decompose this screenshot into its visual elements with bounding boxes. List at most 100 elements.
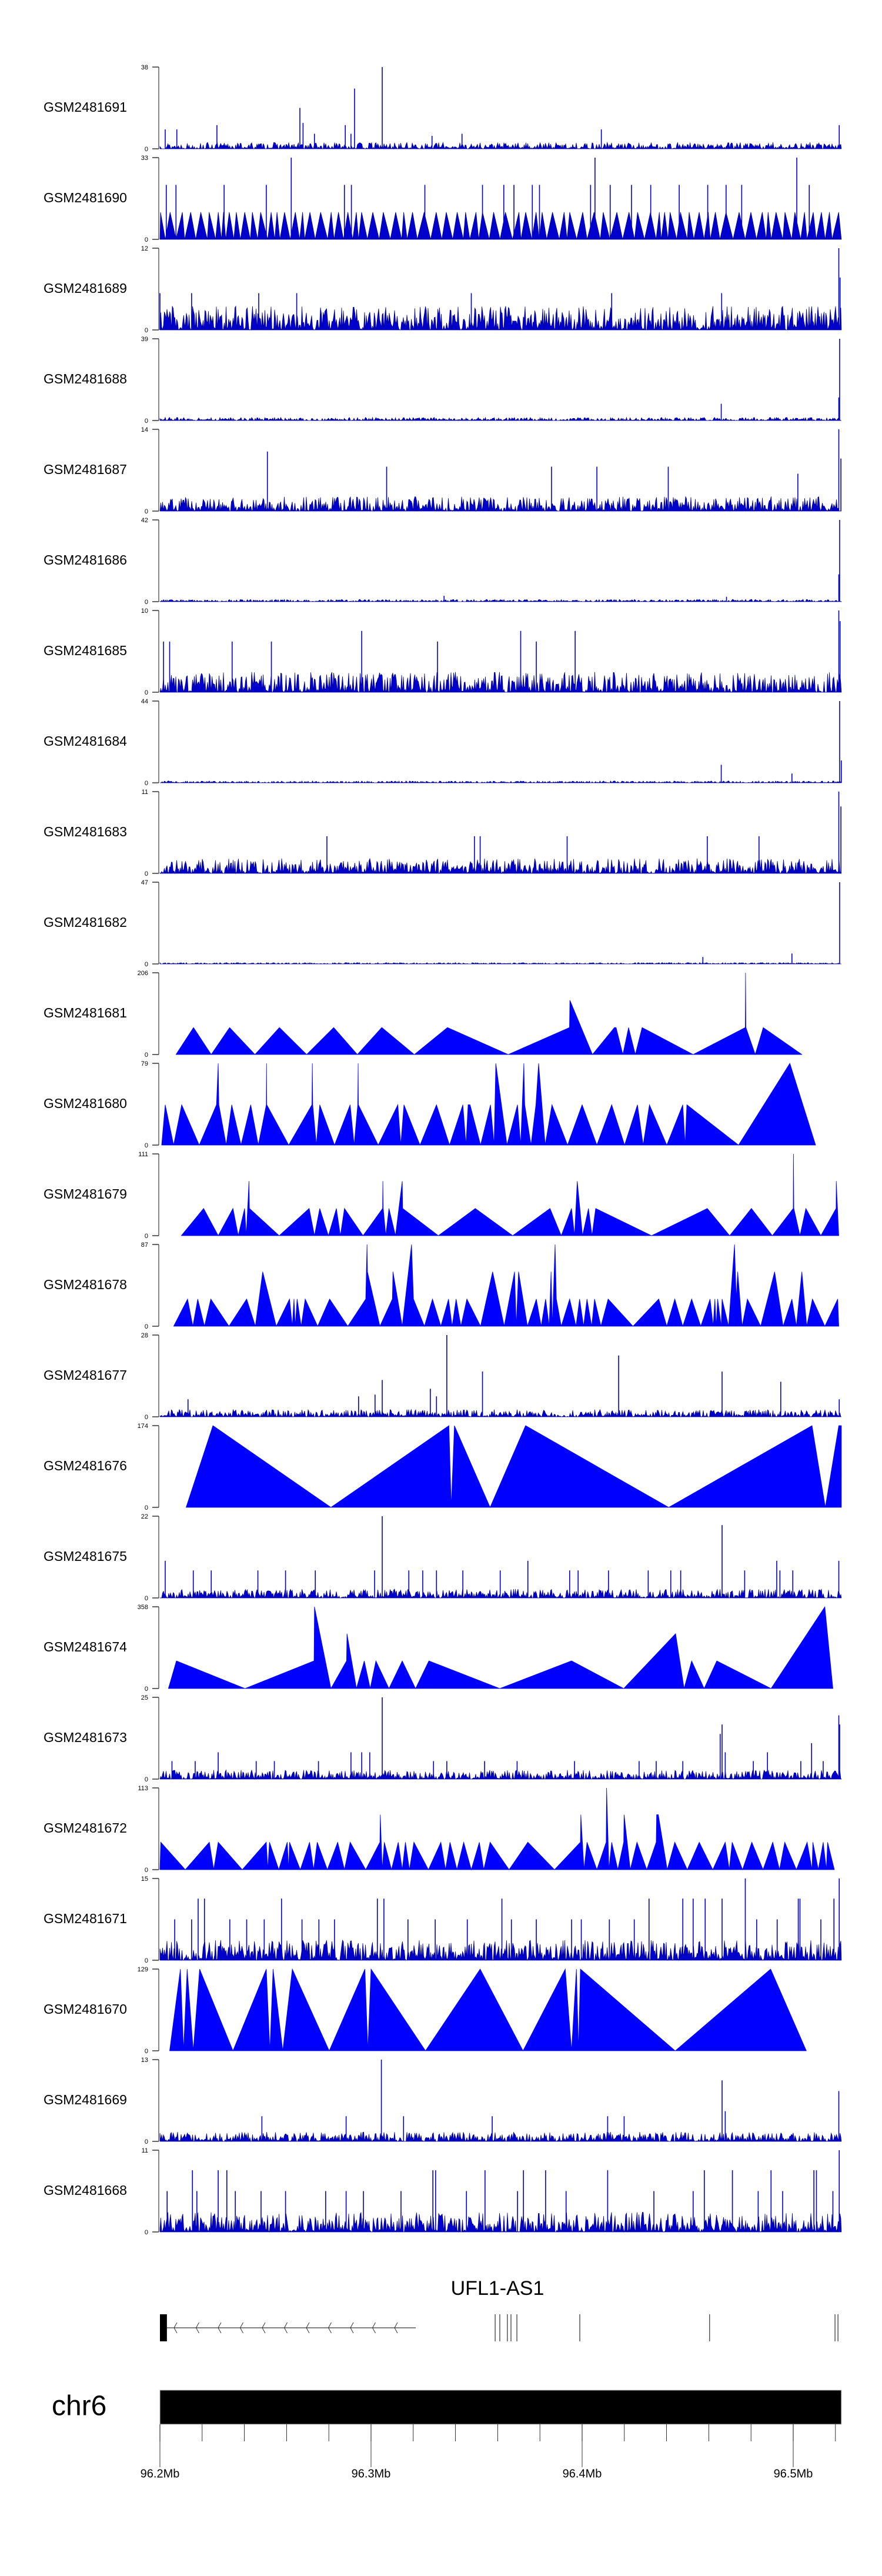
track-label: GSM2481668 [44,2183,127,2198]
track-label: GSM2481684 [44,733,127,749]
signal-area [161,1063,816,1146]
track-GSM2481683: GSM2481683 11 0 [44,789,842,877]
track-GSM2481680: GSM2481680 79 0 [44,1060,816,1149]
track-GSM2481672: GSM2481672 113 0 [44,1785,835,1874]
y-tick-label-max: 42 [141,517,148,524]
y-tick-label-zero: 0 [145,1595,148,1602]
gene-track: UFL1-AS1 [160,2277,838,2341]
y-tick-label-max: 33 [141,155,148,162]
signal-area [159,141,842,150]
signal-area [159,2211,842,2233]
track-label: GSM2481669 [44,2092,127,2107]
y-tick-label-max: 25 [141,1694,148,1701]
signal-area [159,416,841,422]
y-tick-label-zero: 0 [145,1686,148,1693]
track-GSM2481690: GSM2481690 33 0 [44,155,842,243]
track-label: GSM2481691 [44,99,127,115]
track-label: GSM2481689 [44,281,127,296]
track-GSM2481682: GSM2481682 47 0 [44,879,841,968]
track-label: GSM2481670 [44,2001,127,2017]
track-GSM2481685: GSM2481685 10 0 [44,608,842,696]
x-tick-label: 96.2Mb [141,2467,180,2480]
y-tick-label-max: 129 [138,1966,148,1973]
strand-arrow-icon [195,2322,199,2334]
chromosome-axis: chr6 96.2Mb 96.3Mb 96.4Mb 96.5Mb [52,2390,842,2480]
track-label: GSM2481690 [44,190,127,205]
track-GSM2481687: GSM2481687 14 0 [44,426,841,515]
signal-area [160,780,842,783]
y-tick-label-max: 206 [138,970,148,977]
track-GSM2481673: GSM2481673 25 0 [44,1694,842,1783]
x-tick-label: 96.3Mb [352,2467,391,2480]
track-GSM2481688: GSM2481688 39 0 [44,336,841,425]
y-tick-label-max: 10 [141,608,148,615]
y-tick-label-zero: 0 [145,418,148,425]
track-GSM2481691: GSM2481691 38 0 [44,64,842,153]
y-tick-label-max: 87 [141,1242,148,1249]
track-GSM2481677: GSM2481677 28 0 [44,1332,841,1421]
chromosome-label: chr6 [52,2391,106,2422]
signal-area [159,1939,842,1961]
strand-arrow-icon [372,2322,376,2334]
track-label: GSM2481682 [44,915,127,930]
strand-arrow-icon [306,2322,310,2334]
track-GSM2481668: GSM2481668 11 0 [44,2147,842,2236]
signal-area [159,1787,835,1871]
strand-arrow-icon [218,2322,222,2334]
signal-area [169,1968,807,2052]
track-label: GSM2481678 [44,1277,127,1292]
track-label: GSM2481675 [44,1549,127,1564]
y-tick-label-zero: 0 [145,1142,148,1149]
track-label: GSM2481673 [44,1730,127,1745]
y-tick-label-max: 174 [138,1423,148,1430]
track-GSM2481676: GSM2481676 174 0 [44,1423,842,1511]
track-GSM2481670: GSM2481670 129 0 [44,1966,807,2055]
track-label: GSM2481681 [44,1005,127,1020]
y-tick-label-max: 44 [141,698,148,705]
y-tick-label-zero: 0 [145,1323,148,1330]
track-GSM2481689: GSM2481689 12 0 [44,245,842,334]
strand-arrow-icon [239,2322,243,2334]
signal-area [175,972,803,1056]
y-tick-label-zero: 0 [145,236,148,243]
track-label: GSM2481679 [44,1186,127,1202]
y-tick-label-max: 39 [141,336,148,343]
y-tick-label-zero: 0 [145,327,148,334]
signal-area [185,1425,842,1509]
y-tick-label-max: 22 [141,1513,148,1520]
y-tick-label-zero: 0 [145,870,148,877]
signal-area [173,1244,839,1327]
y-tick-label-max: 111 [138,1151,148,1158]
y-tick-label-zero: 0 [145,2229,148,2236]
y-tick-label-zero: 0 [145,2138,148,2145]
signal-area [159,672,842,693]
y-tick-label-zero: 0 [145,1052,148,1059]
track-label: GSM2481686 [44,552,127,568]
track-GSM2481675: GSM2481675 22 0 [44,1513,842,1602]
signal-area [159,599,843,602]
track-label: GSM2481687 [44,462,127,477]
track-label: GSM2481680 [44,1096,127,1111]
strand-arrow-icon [173,2322,178,2334]
strand-arrow-icon [328,2322,332,2334]
track-GSM2481681: GSM2481681 206 0 [44,970,803,1059]
y-tick-label-max: 11 [142,789,148,796]
track-GSM2481684: GSM2481684 44 0 [44,698,842,787]
y-tick-label-zero: 0 [145,1233,148,1240]
signal-area [159,1589,842,1599]
y-tick-label-max: 13 [141,2057,148,2064]
y-tick-label-max: 38 [141,64,148,71]
y-tick-label-zero: 0 [145,1867,148,1874]
signal-area [181,1153,839,1237]
y-tick-label-zero: 0 [145,146,148,153]
signal-area [159,496,841,512]
signal-area [159,2131,842,2143]
y-tick-label-zero: 0 [145,1414,148,1421]
y-tick-label-max: 113 [138,1785,148,1792]
track-label: GSM2481676 [44,1458,127,1473]
y-tick-label-max: 14 [141,426,148,433]
y-tick-label-zero: 0 [145,1957,148,1964]
gene-exon-block [160,2314,167,2341]
track-label: GSM2481674 [44,1639,127,1654]
strand-arrow-icon [350,2322,354,2334]
